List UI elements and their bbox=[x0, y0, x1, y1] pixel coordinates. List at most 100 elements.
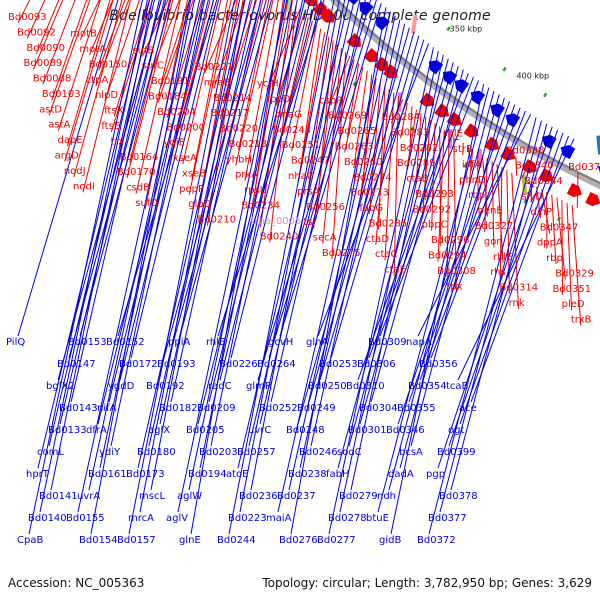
gene-label: prkA bbox=[235, 170, 258, 181]
gene-label: Bd0090 bbox=[26, 43, 65, 54]
gene-label: Bd0226 bbox=[219, 359, 258, 370]
leader-line bbox=[51, 0, 88, 101]
leader-line bbox=[319, 35, 420, 381]
gene-label: cspR bbox=[319, 95, 343, 106]
leader-line bbox=[317, 43, 430, 337]
leader-line bbox=[98, 0, 126, 71]
gene-label: xseA bbox=[173, 153, 197, 164]
leader-line bbox=[33, 0, 64, 70]
leader-line bbox=[359, 65, 459, 425]
leader-line bbox=[73, 0, 123, 178]
gene-label: yqiE bbox=[164, 138, 185, 149]
leader-line bbox=[95, 0, 130, 87]
leader-line bbox=[168, 0, 267, 359]
leader-line bbox=[17, 0, 119, 337]
leader-line bbox=[561, 200, 563, 295]
leader-line bbox=[430, 110, 526, 359]
gene-label: dadA bbox=[388, 469, 414, 480]
gene-label: ftsE bbox=[101, 121, 120, 132]
leader-line bbox=[179, 0, 272, 337]
gene-arrow bbox=[585, 191, 600, 207]
leader-line bbox=[328, 55, 351, 107]
leader-line bbox=[279, 3, 382, 337]
gene-label: Bd0173 bbox=[126, 469, 165, 480]
gene-label: gcvH bbox=[268, 337, 293, 348]
gene-label: glnE bbox=[179, 535, 201, 546]
gene-label: Bd0284 bbox=[381, 112, 420, 123]
gene-label: Bd0308 bbox=[437, 266, 476, 277]
gene-label: Bd0249 bbox=[297, 403, 336, 414]
leader-line bbox=[190, 0, 286, 535]
leader-line bbox=[88, 0, 114, 56]
leader-line bbox=[521, 171, 526, 179]
gene-label: bcsA bbox=[399, 447, 423, 458]
gene-label: Bd0172 bbox=[119, 359, 158, 370]
leader-line bbox=[166, 0, 203, 119]
leader-line bbox=[135, 0, 181, 194]
gene-label: Bd0093 bbox=[8, 12, 47, 23]
leader-line bbox=[566, 202, 573, 311]
gene-label: ctaC bbox=[375, 249, 398, 260]
leader-line bbox=[481, 155, 488, 217]
leader-line bbox=[277, 11, 391, 513]
gene-label: Bd0327 bbox=[475, 221, 514, 232]
gene-label: Bd0356 bbox=[419, 359, 458, 370]
gene-label: ctaD bbox=[366, 234, 390, 245]
leader-line bbox=[28, 0, 143, 535]
gene-label: fabH bbox=[326, 469, 350, 480]
gene-label: Bd0309 bbox=[368, 337, 407, 348]
gene-label: uvrC bbox=[248, 425, 271, 436]
leader-line bbox=[328, 47, 434, 535]
gene-label: uvrA bbox=[77, 491, 100, 502]
gene-label: atoE bbox=[226, 469, 249, 480]
leader-line bbox=[417, 114, 532, 337]
gene-label: Bd0161 bbox=[88, 469, 127, 480]
gene-label: Bd0344 bbox=[524, 176, 563, 187]
leader-line bbox=[415, 113, 422, 185]
leader-line bbox=[397, 101, 511, 425]
gene-label: maiA bbox=[266, 513, 292, 524]
gene-label: Bd0143 bbox=[59, 403, 98, 414]
gene-arrow bbox=[320, 8, 335, 23]
leader-line bbox=[259, 0, 361, 425]
leader-line bbox=[337, 58, 449, 469]
leader-line bbox=[270, 0, 366, 403]
gene-label: Bd0147 bbox=[57, 359, 96, 370]
gene-label: yciH bbox=[257, 79, 279, 90]
gene-label: Bd0092 bbox=[17, 27, 56, 38]
gene-label: nifA bbox=[97, 403, 117, 414]
gene-label: Bd0265 bbox=[337, 126, 376, 137]
gene-label: Bd0252 bbox=[259, 403, 298, 414]
gene-label: Bd0246 bbox=[299, 447, 338, 458]
gene-label: dinP bbox=[531, 207, 553, 218]
gene-label: fabG bbox=[359, 203, 383, 214]
gene-label: Bd0103 bbox=[42, 89, 81, 100]
leader-line bbox=[439, 120, 542, 513]
leader-line bbox=[157, 0, 194, 103]
leader-line bbox=[182, 0, 222, 165]
gene-label: Bd0347 bbox=[540, 222, 579, 233]
leader-line bbox=[119, 0, 214, 381]
gene-label: dfrA bbox=[86, 425, 107, 436]
leader-line bbox=[541, 189, 551, 234]
leader-line bbox=[57, 0, 162, 381]
leader-line bbox=[339, 51, 439, 513]
leader-line bbox=[491, 161, 495, 248]
gene-label: strB bbox=[453, 144, 473, 155]
gene-label: Bd0314 bbox=[499, 283, 538, 294]
gene-label: Bd0304 bbox=[359, 403, 398, 414]
gene-label: mrcA bbox=[128, 513, 154, 524]
rna-mark bbox=[463, 163, 468, 168]
leader-line bbox=[90, 0, 192, 535]
leader-line bbox=[79, 0, 100, 40]
gene-label: csdB bbox=[126, 183, 150, 194]
gene-label: Bd0276 bbox=[279, 535, 318, 546]
gene-label: Bd0141 bbox=[39, 491, 78, 502]
leader-line bbox=[151, 0, 180, 72]
leader-line bbox=[141, 0, 169, 57]
leader-line bbox=[288, 15, 396, 491]
leader-line bbox=[448, 129, 559, 447]
accession-text: Accession: NC_005363 bbox=[8, 576, 145, 590]
gene-label: Bd0088 bbox=[33, 74, 72, 85]
leader-line bbox=[128, 0, 235, 535]
